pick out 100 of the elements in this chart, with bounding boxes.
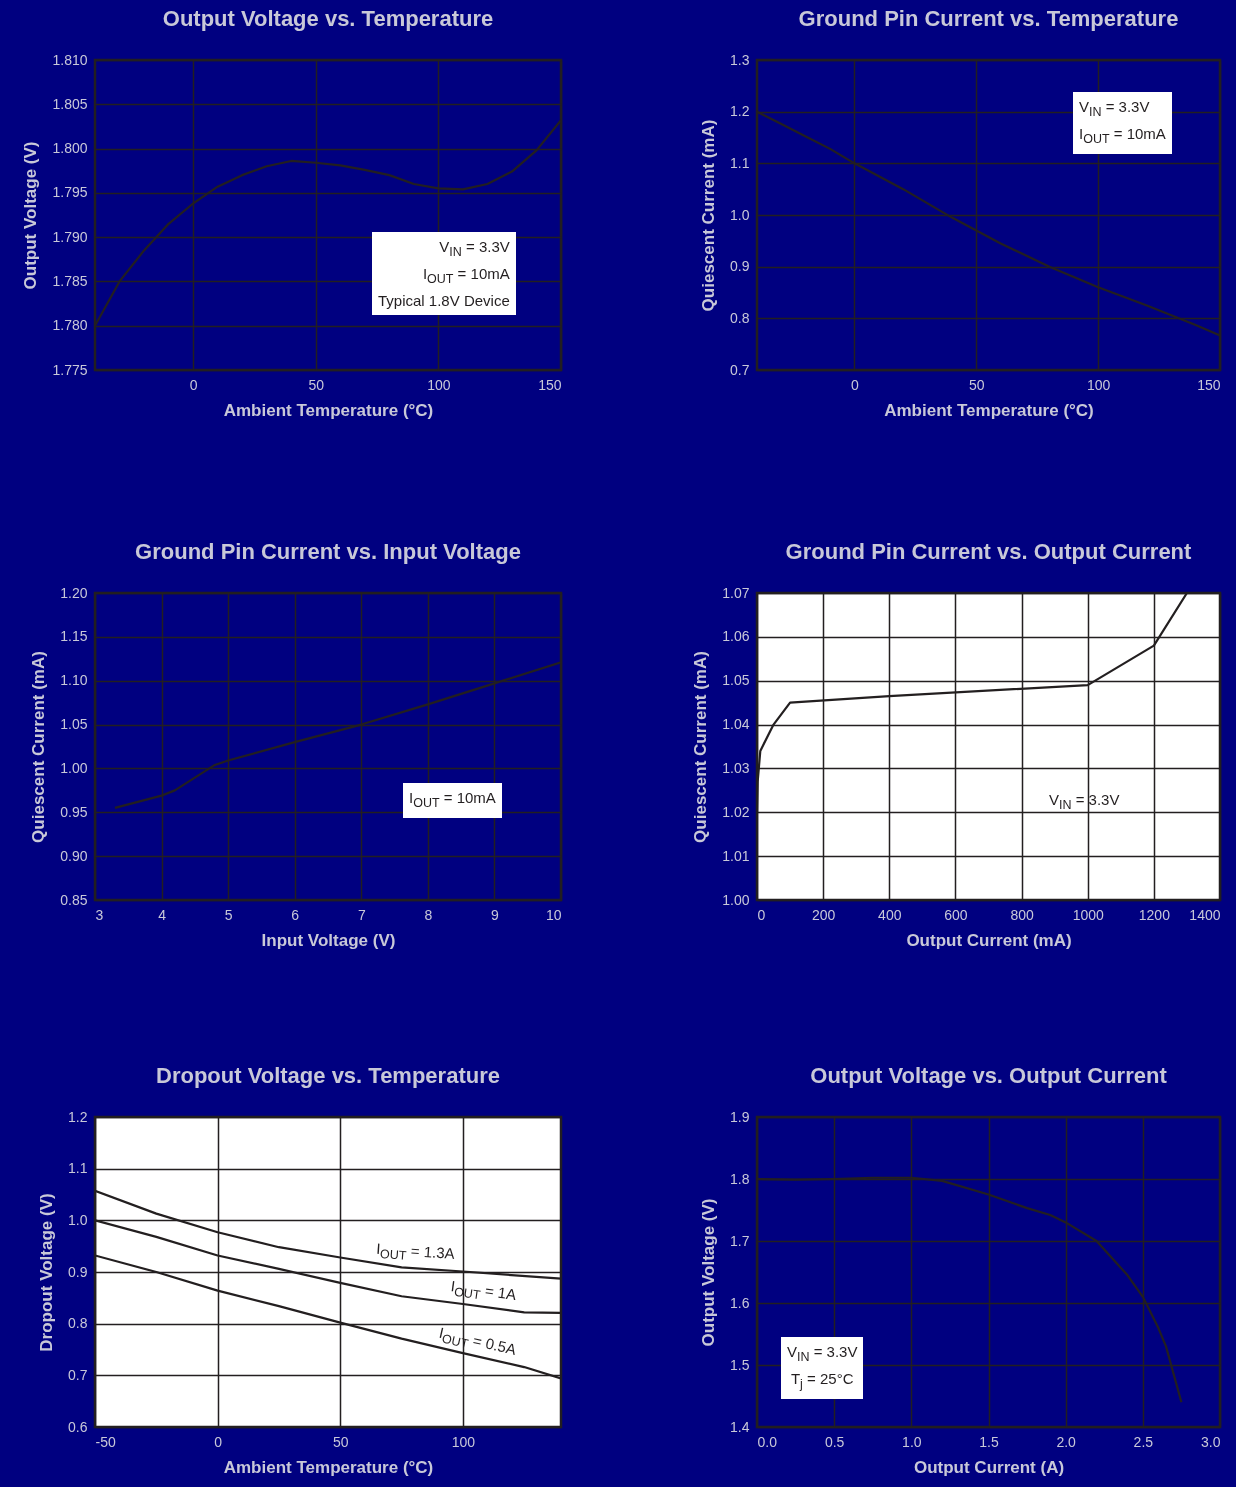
x-tick-label: 800: [1010, 906, 1034, 923]
y-tick-label: 1.6: [730, 1294, 750, 1311]
y-tick-label: 1.06: [722, 628, 750, 645]
x-tick-label: 0.0: [757, 1433, 778, 1450]
y-axis-title: Output Voltage (V): [21, 141, 41, 290]
y-tick-label: 1.9: [730, 1108, 750, 1125]
y-tick-label: 1.775: [52, 361, 88, 378]
x-tick-label: 3: [95, 906, 104, 923]
x-axis-title: Ambient Temperature (°C): [884, 400, 1094, 420]
y-tick-label: 1.4: [730, 1418, 750, 1435]
x-tick-label: 1.5: [979, 1433, 999, 1450]
x-tick-label: 600: [944, 906, 968, 923]
x-tick-label: 1000: [1072, 906, 1104, 923]
y-tick-label: 1.05: [60, 716, 88, 733]
y-tick-label: 1.0: [68, 1211, 88, 1228]
y-tick-label: 1.03: [722, 759, 750, 776]
x-tick-label: 8: [424, 906, 433, 923]
y-tick-label: 1.15: [60, 628, 88, 645]
y-tick-label: 0.9: [68, 1263, 88, 1280]
x-axis-title: Output Current (A): [913, 1457, 1065, 1477]
y-tick-label: 1.7: [730, 1232, 750, 1249]
y-tick-label: 1.5: [730, 1356, 750, 1373]
y-tick-label: 1.1: [730, 154, 750, 171]
x-tick-label: 9: [491, 906, 500, 923]
y-tick-label: 1.07: [722, 584, 750, 601]
y-tick-label: 1.10: [60, 672, 88, 689]
y-tick-label: 1.0: [730, 206, 750, 223]
x-tick-label: 3.0: [1201, 1433, 1221, 1450]
y-tick-label: 1.04: [722, 716, 750, 733]
y-tick-label: 0.95: [60, 803, 88, 820]
y-tick-label: 0.9: [730, 258, 750, 275]
y-tick-label: 1.785: [52, 272, 88, 289]
annotation: I$_{OUT}$ = 10mA: [1079, 124, 1166, 148]
x-tick-label: 200: [811, 906, 836, 923]
x-tick-label: 400: [878, 906, 902, 923]
x-tick-label: 100: [451, 1433, 476, 1450]
chart-title: Ground Pin Current vs. Output Current: [785, 539, 1193, 564]
y-tick-label: 1.2: [68, 1108, 88, 1125]
y-axis-title: Quiescent Current (mA): [29, 651, 49, 843]
x-tick-label: 150: [1197, 376, 1221, 393]
chart-title: Ground Pin Current vs. Temperature: [798, 6, 1179, 31]
y-tick-label: 1.3: [730, 51, 750, 68]
y-tick-label: 1.795: [52, 184, 88, 201]
x-tick-label: 4: [158, 906, 167, 923]
x-tick-label: 7: [357, 906, 366, 923]
x-tick-label: 0.5: [824, 1433, 845, 1450]
y-tick-label: 1.805: [52, 95, 88, 112]
annotation: V$_{IN}$ = 3.3V: [1079, 97, 1151, 121]
annotation: Typical 1.8V Device: [378, 291, 510, 311]
y-tick-label: 1.800: [52, 140, 88, 157]
y-tick-label: 1.790: [52, 228, 88, 245]
y-tick-label: 0.85: [60, 891, 88, 908]
x-axis-title: Input Voltage (V): [261, 930, 396, 950]
y-tick-label: 0.6: [68, 1418, 88, 1435]
x-tick-label: 1.0: [902, 1433, 922, 1450]
annotation: T$_{j}$ = 25°C: [789, 1369, 855, 1393]
x-tick-label: 0: [214, 1433, 223, 1450]
y-tick-label: 1.00: [722, 891, 750, 908]
y-tick-label: 1.05: [722, 672, 750, 689]
x-axis-title: Output Current (mA): [906, 930, 1072, 950]
x-tick-label: 1200: [1138, 906, 1171, 923]
y-tick-label: 0.7: [730, 361, 750, 378]
x-axis-title: Ambient Temperature (°C): [223, 1457, 434, 1477]
y-tick-label: 1.780: [52, 317, 88, 334]
x-tick-label: 50: [969, 376, 985, 393]
x-tick-label: 2.0: [1056, 1433, 1077, 1450]
y-tick-label: 1.2: [730, 103, 750, 120]
annotation: I$_{OUT}$ = 10mA: [409, 788, 496, 812]
x-tick-label: 1400: [1189, 906, 1221, 923]
y-tick-label: 1.00: [60, 759, 88, 776]
x-tick-label: 50: [332, 1433, 349, 1450]
y-tick-label: 0.7: [68, 1366, 88, 1383]
y-tick-label: 0.8: [730, 309, 750, 326]
x-tick-label: 100: [427, 376, 451, 393]
chart-title: Output Voltage vs. Temperature: [162, 6, 494, 31]
annotation: V$_{IN}$ = 3.3V: [438, 237, 510, 261]
x-tick-label: 2.5: [1133, 1433, 1154, 1450]
x-tick-label: 0: [757, 906, 766, 923]
annotation: I$_{OUT}$ = 10mA: [421, 264, 510, 288]
x-axis-title: Ambient Temperature (°C): [223, 400, 434, 420]
y-tick-label: 1.1: [68, 1160, 88, 1177]
y-axis-title: Quiescent Current (mA): [691, 651, 711, 843]
y-tick-label: 1.20: [60, 584, 88, 601]
y-tick-label: 1.01: [722, 847, 750, 864]
chart-title: Ground Pin Current vs. Input Voltage: [135, 539, 521, 564]
x-tick-label: -50: [95, 1433, 116, 1450]
y-axis-title: Output Voltage (V): [699, 1198, 719, 1347]
x-tick-label: 10: [545, 906, 562, 923]
x-tick-label: 50: [308, 376, 325, 393]
annotation: V$_{IN}$ = 3.3V: [787, 1342, 858, 1366]
chart-title: Output Voltage vs. Output Current: [810, 1063, 1168, 1088]
x-tick-label: 150: [538, 376, 562, 393]
x-tick-label: 6: [291, 906, 300, 923]
y-axis-title: Quiescent Current (mA): [699, 119, 719, 312]
text: I$_{OUT}$ = 1A: [449, 1277, 518, 1305]
y-tick-label: 0.90: [60, 847, 88, 864]
y-tick-label: 1.810: [52, 51, 88, 68]
y-axis-title: Dropout Voltage (V): [37, 1193, 57, 1352]
x-tick-label: 100: [1086, 376, 1111, 393]
annotation: V$_{IN}$ = 3.3V: [1049, 790, 1120, 814]
